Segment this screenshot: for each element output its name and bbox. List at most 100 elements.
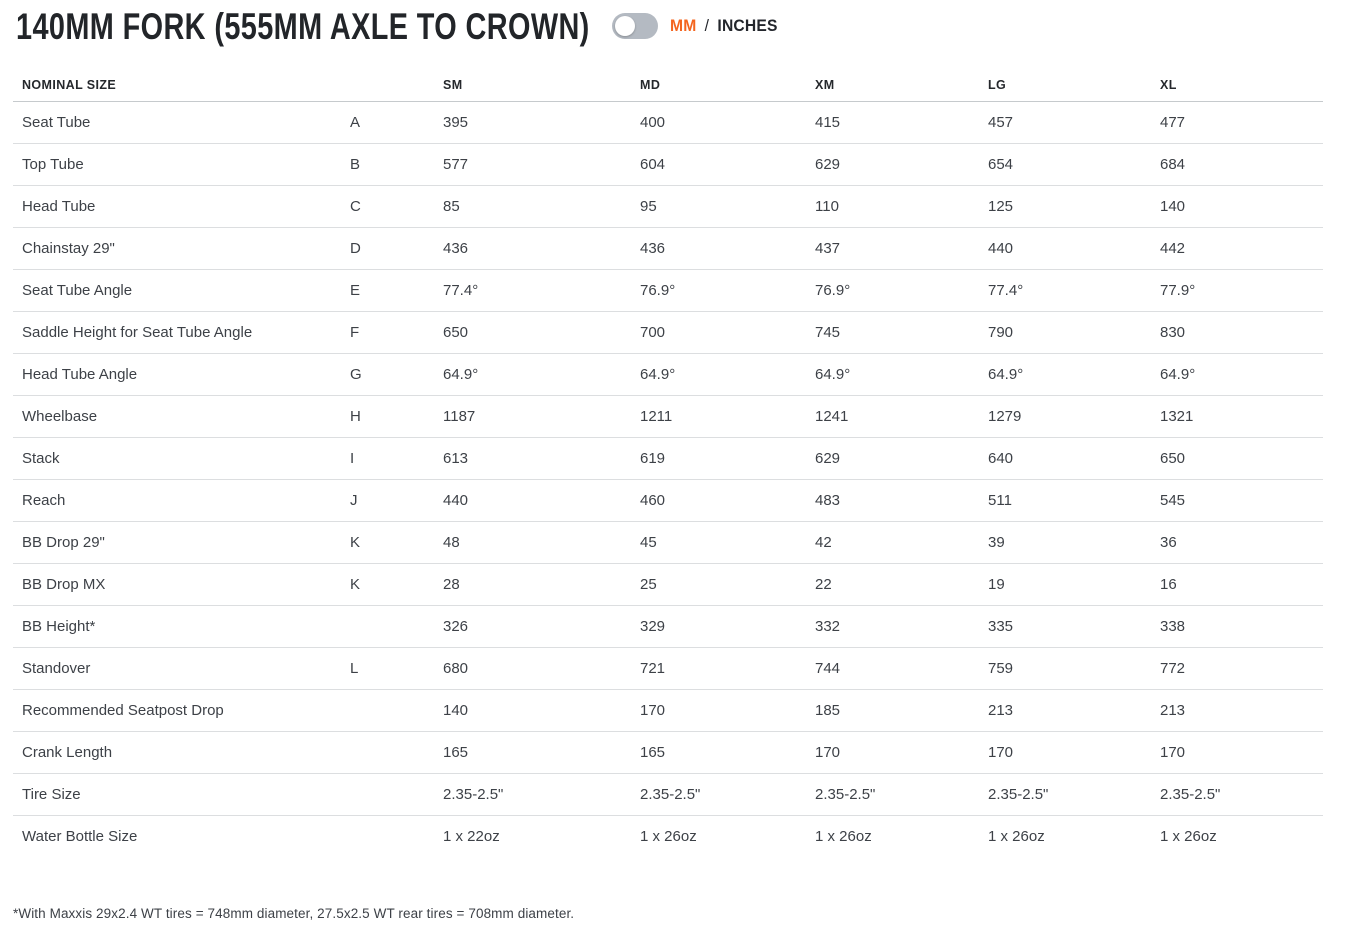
cell-md: 1 x 26oz bbox=[640, 827, 697, 845]
unit-toggle[interactable] bbox=[612, 13, 658, 39]
row-label: Wheelbase bbox=[13, 395, 350, 438]
cell-xm: 22 bbox=[815, 563, 988, 606]
row-label: Recommended Seatpost Drop bbox=[13, 689, 350, 732]
cell-xl: 772 bbox=[1160, 647, 1323, 690]
cell-xm: 185 bbox=[815, 689, 988, 732]
table-row: Head Tube Angle G 64.9° 64.9° 64.9° 64.9… bbox=[13, 353, 1323, 396]
cell-xl: 2.35-2.5" bbox=[1160, 773, 1323, 816]
column-header-nominal-size: NOMINAL SIZE bbox=[13, 70, 350, 102]
cell-xm: 629 bbox=[815, 437, 988, 480]
row-letter: I bbox=[350, 437, 443, 480]
cell-sm: 165 bbox=[443, 731, 640, 774]
cell-lg: 2.35-2.5" bbox=[988, 773, 1160, 816]
row-letter: G bbox=[350, 353, 443, 396]
cell-xm: 437 bbox=[815, 227, 988, 270]
cell-xl: 77.9° bbox=[1160, 269, 1323, 312]
cell-sm: 1 x 22oz bbox=[443, 827, 500, 845]
unit-toggle-labels: MM / INCHES bbox=[670, 16, 778, 36]
geometry-table: NOMINAL SIZE SM MD XM LG XL Seat Tube A … bbox=[13, 70, 1323, 857]
row-letter: F bbox=[350, 311, 443, 354]
cell-lg: 511 bbox=[988, 479, 1160, 522]
column-header-md: MD bbox=[640, 70, 815, 102]
cell-xm: 76.9° bbox=[815, 269, 988, 312]
cell-md: 45 bbox=[640, 521, 815, 564]
cell-sm: 440 bbox=[443, 479, 640, 522]
row-label: BB Drop 29" bbox=[13, 521, 350, 564]
table-header-row: NOMINAL SIZE SM MD XM LG XL bbox=[13, 70, 1323, 102]
cell-lg: 64.9° bbox=[988, 353, 1160, 396]
cell-xm: 332 bbox=[815, 605, 988, 648]
cell-md: 25 bbox=[640, 563, 815, 606]
cell-sm: 650 bbox=[443, 311, 640, 354]
toggle-knob-icon bbox=[615, 16, 635, 36]
cell-xl: 64.9° bbox=[1160, 353, 1323, 396]
row-letter bbox=[350, 731, 443, 774]
table-row: Tire Size 2.35-2.5" 2.35-2.5" 2.35-2.5" … bbox=[13, 773, 1323, 816]
cell-md: 400 bbox=[640, 101, 815, 144]
table-row: Reach J 440 460 483 511 545 bbox=[13, 479, 1323, 522]
row-label: Standover bbox=[13, 647, 350, 690]
cell-md: 460 bbox=[640, 479, 815, 522]
cell-xm: 1241 bbox=[815, 395, 988, 438]
row-letter bbox=[350, 689, 443, 732]
cell-md: 329 bbox=[640, 605, 815, 648]
cell-xl: 36 bbox=[1160, 521, 1323, 564]
cell-sm: 436 bbox=[443, 227, 640, 270]
cell-lg: 77.4° bbox=[988, 269, 1160, 312]
cell-lg: 457 bbox=[988, 101, 1160, 144]
row-label: Reach bbox=[13, 479, 350, 522]
cell-xl: 1 x 26oz bbox=[1160, 827, 1217, 845]
cell-xm: 42 bbox=[815, 521, 988, 564]
cell-sm: 577 bbox=[443, 143, 640, 186]
row-letter: K bbox=[350, 521, 443, 564]
cell-md: 721 bbox=[640, 647, 815, 690]
row-letter bbox=[350, 815, 443, 857]
cell-xm: 483 bbox=[815, 479, 988, 522]
page-title: 140MM FORK (555MM AXLE TO CROWN) bbox=[16, 6, 590, 47]
table-row: BB Height* 326 329 332 335 338 bbox=[13, 605, 1323, 648]
cell-xm: 744 bbox=[815, 647, 988, 690]
cell-xl: 1321 bbox=[1160, 395, 1323, 438]
cell-lg: 170 bbox=[988, 731, 1160, 774]
cell-md: 170 bbox=[640, 689, 815, 732]
cell-xm: 745 bbox=[815, 311, 988, 354]
cell-xm: 170 bbox=[815, 731, 988, 774]
row-label: Seat Tube bbox=[13, 101, 350, 144]
table-row: Standover L 680 721 744 759 772 bbox=[13, 647, 1323, 690]
row-label: Stack bbox=[13, 437, 350, 480]
table-row: Water Bottle Size 1 x 22oz 1 x 26oz 1 x … bbox=[13, 815, 1323, 857]
cell-xm: 64.9° bbox=[815, 353, 988, 396]
row-letter bbox=[350, 605, 443, 648]
row-label: Chainstay 29" bbox=[13, 227, 350, 270]
cell-md: 64.9° bbox=[640, 353, 815, 396]
row-label: Head Tube Angle bbox=[13, 353, 350, 396]
row-label: Tire Size bbox=[13, 773, 350, 816]
table-row: Top Tube B 577 604 629 654 684 bbox=[13, 143, 1323, 186]
unit-label-mm: MM bbox=[670, 16, 697, 35]
cell-sm: 85 bbox=[443, 185, 640, 228]
cell-sm: 48 bbox=[443, 521, 640, 564]
table-row: Chainstay 29" D 436 436 437 440 442 bbox=[13, 227, 1323, 270]
cell-md: 76.9° bbox=[640, 269, 815, 312]
table-body: Seat Tube A 395 400 415 457 477 Top Tube… bbox=[13, 101, 1323, 857]
cell-sm: 140 bbox=[443, 689, 640, 732]
cell-lg: 654 bbox=[988, 143, 1160, 186]
column-header-xm: XM bbox=[815, 70, 988, 102]
cell-xl: 545 bbox=[1160, 479, 1323, 522]
table-row: BB Drop MX K 28 25 22 19 16 bbox=[13, 563, 1323, 606]
row-letter: L bbox=[350, 647, 443, 690]
cell-lg: 640 bbox=[988, 437, 1160, 480]
cell-xm: 1 x 26oz bbox=[815, 827, 872, 845]
row-label: Seat Tube Angle bbox=[13, 269, 350, 312]
table-row: Wheelbase H 1187 1211 1241 1279 1321 bbox=[13, 395, 1323, 438]
table-row: BB Drop 29" K 48 45 42 39 36 bbox=[13, 521, 1323, 564]
row-letter: B bbox=[350, 143, 443, 186]
cell-xm: 415 bbox=[815, 101, 988, 144]
cell-sm: 2.35-2.5" bbox=[443, 773, 640, 816]
row-label: Head Tube bbox=[13, 185, 350, 228]
cell-xl: 140 bbox=[1160, 185, 1323, 228]
row-letter bbox=[350, 773, 443, 816]
cell-xl: 16 bbox=[1160, 563, 1323, 606]
cell-lg: 790 bbox=[988, 311, 1160, 354]
